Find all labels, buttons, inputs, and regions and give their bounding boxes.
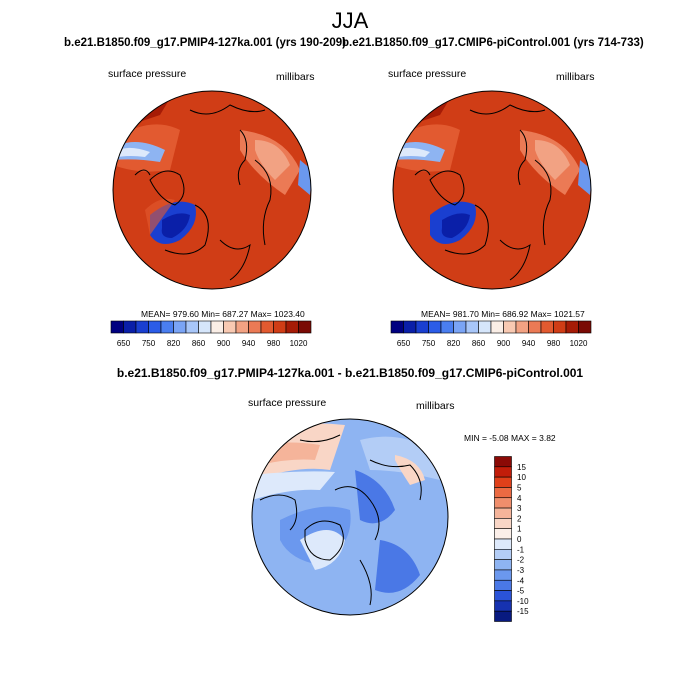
panel1-stats: MEAN= 979.60 Min= 687.27 Max= 1023.40 [141, 309, 305, 319]
colorbar-cell [494, 590, 512, 602]
colorbar-cell [494, 487, 512, 499]
colorbar-tick-label: 5 [517, 483, 522, 492]
colorbar-cell [578, 320, 592, 334]
colorbar-tick-label: 900 [497, 339, 511, 348]
colorbar-cell [494, 476, 512, 488]
colorbar-tick-label: -1 [517, 545, 525, 554]
panel1-right-label: millibars [276, 71, 315, 83]
colorbar-tick-label: 940 [242, 339, 256, 348]
panel2-left-label: surface pressure [388, 68, 467, 80]
colorbar-tick-label: 650 [117, 339, 131, 348]
colorbar-tick-label: 900 [217, 339, 231, 348]
colorbar-cell [494, 518, 512, 529]
panel2-title: b.e21.B1850.f09_g17.CMIP6-piControl.001 … [342, 37, 644, 49]
colorbar-cell [494, 600, 512, 612]
colorbar-tick-label: 1 [517, 525, 522, 534]
panel1-colorbar [110, 320, 312, 334]
colorbar-cell [494, 466, 512, 478]
colorbar-tick-label: -5 [517, 587, 525, 596]
colorbar-tick-label: -3 [517, 566, 525, 575]
diff-title: b.e21.B1850.f09_g17.PMIP4-127ka.001 - b.… [116, 366, 584, 380]
colorbar-tick-label: -4 [517, 576, 525, 585]
colorbar-tick-label: 4 [517, 494, 522, 503]
colorbar-cell [494, 456, 512, 468]
colorbar-tick-label: 10 [517, 473, 526, 482]
panel2-stats: MEAN= 981.70 Min= 686.92 Max= 1021.57 [421, 309, 585, 319]
colorbar-cell [494, 559, 512, 571]
page-title: JJA [331, 8, 369, 33]
colorbar-cell [494, 497, 512, 509]
colorbar-tick-label: 820 [167, 339, 181, 348]
panel3-field [252, 419, 448, 615]
colorbar-tick-label: 750 [422, 339, 436, 348]
colorbar-tick-label: 15 [517, 463, 526, 472]
colorbar-tick-label: 3 [517, 504, 522, 513]
panel2-colorbar-ticks: 650 750 820 860 900 940 980 1020 [397, 339, 588, 348]
colorbar-cell [494, 538, 512, 550]
colorbar-tick-label: 860 [472, 339, 486, 348]
panel2-right-label: millibars [556, 71, 595, 83]
colorbar-cell [494, 569, 512, 581]
colorbar-tick-label: 1020 [570, 339, 588, 348]
colorbar-cell [494, 549, 512, 560]
colorbar-tick-label: 980 [267, 339, 281, 348]
colorbar-tick-label: 820 [447, 339, 461, 348]
colorbar-tick-label: 750 [142, 339, 156, 348]
panel1-colorbar-ticks: 650 750 820 860 900 940 980 1020 [117, 339, 308, 348]
colorbar-cell [494, 507, 512, 519]
colorbar-tick-label: 860 [192, 339, 206, 348]
colorbar-tick-label: 1020 [290, 339, 308, 348]
panel1-left-label: surface pressure [108, 68, 187, 80]
colorbar-tick-label: 980 [547, 339, 561, 348]
panel3-right-label: millibars [416, 400, 455, 412]
colorbar-cell [494, 610, 512, 622]
colorbar-tick-label: 0 [517, 535, 522, 544]
colorbar-cell [494, 579, 512, 591]
panel3-left-label: surface pressure [248, 397, 327, 409]
colorbar-tick-label: -2 [517, 556, 525, 565]
colorbar-tick-label: 650 [397, 339, 411, 348]
colorbar-tick-label: 940 [522, 339, 536, 348]
colorbar-cell [298, 320, 312, 334]
colorbar-cell [494, 528, 512, 540]
panel2-colorbar [390, 320, 592, 334]
colorbar-tick-label: 2 [517, 514, 522, 523]
panel3-stats: MIN = -5.08 MAX = 3.82 [464, 433, 556, 443]
colorbar-tick-label: -10 [517, 597, 529, 606]
colorbar-tick-label: -15 [517, 607, 529, 616]
panel1-title: b.e21.B1850.f09_g17.PMIP4-127ka.001 (yrs… [64, 37, 346, 49]
